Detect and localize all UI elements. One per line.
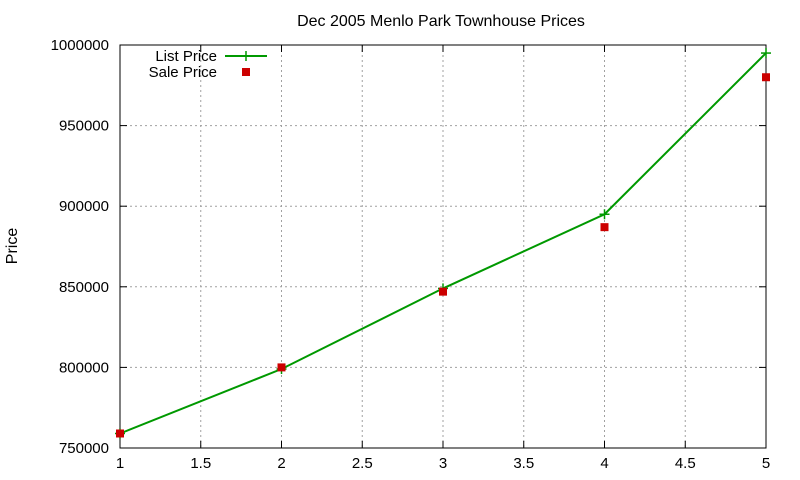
- sale-price-point: [439, 287, 447, 296]
- legend-item-list-price: List Price: [155, 48, 267, 65]
- x-tick-label: 3.5: [513, 455, 534, 472]
- series-sale-price: [116, 73, 770, 438]
- sale-price-point: [600, 223, 609, 232]
- x-tick-label: 1.5: [190, 455, 211, 472]
- ticks: 1 1.5 2 2.5 3 3.5 4 4.5 5 750000 800000 850000 90000…: [51, 37, 771, 472]
- x-tick-label: 4.5: [675, 455, 696, 472]
- legend-marker: [242, 68, 250, 76]
- x-tick-label: 2: [277, 455, 285, 472]
- y-tick-label: 800000: [59, 359, 109, 376]
- y-tick-label: 750000: [59, 440, 109, 457]
- grid: [120, 45, 766, 448]
- y-tick-label: 850000: [59, 279, 109, 296]
- chart-title: Dec 2005 Menlo Park Townhouse Prices: [297, 13, 585, 30]
- x-tick-label: 2.5: [352, 455, 373, 472]
- x-tick-label: 5: [762, 455, 770, 472]
- y-tick-label: 900000: [59, 198, 109, 215]
- sale-price-point: [762, 73, 770, 82]
- series-layer: [115, 48, 771, 439]
- y-tick-label: 1000000: [51, 37, 109, 54]
- legend-item-sale-price: Sale Price: [149, 64, 250, 81]
- x-tick-label: 4: [600, 455, 608, 472]
- legend-marker: [241, 51, 251, 61]
- legend-label: List Price: [155, 48, 217, 65]
- x-tick-label: 3: [439, 455, 447, 472]
- sale-price-point: [277, 363, 286, 372]
- list-price-point: [599, 209, 610, 220]
- legend-label: Sale Price: [149, 64, 217, 81]
- sale-price-point: [116, 429, 124, 438]
- y-tick-label: 950000: [59, 118, 109, 135]
- y-axis-label: Price: [4, 228, 21, 265]
- list-price-point: [761, 48, 771, 59]
- x-tick-label: 1: [116, 455, 124, 472]
